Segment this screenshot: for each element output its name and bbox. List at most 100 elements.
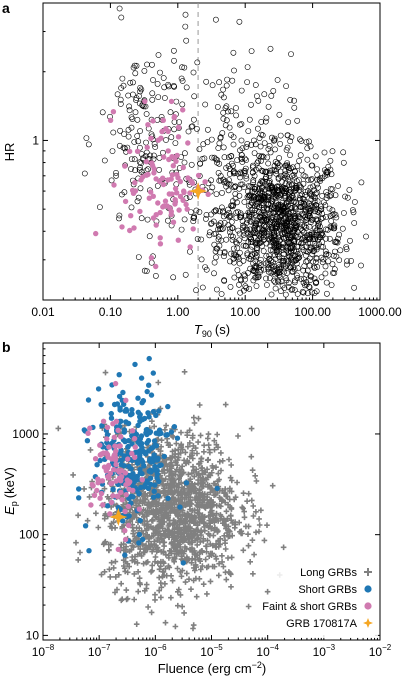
long-point [173, 440, 180, 447]
long-point [136, 580, 143, 586]
long-point [137, 497, 144, 503]
long-point [300, 172, 307, 179]
long-point [110, 519, 117, 526]
long-point [170, 491, 176, 497]
long-point [145, 166, 151, 173]
long-point [142, 153, 149, 159]
long-point [263, 168, 270, 175]
long-point [231, 67, 237, 74]
faint-point [108, 480, 114, 487]
long-point [128, 204, 135, 211]
long-point [350, 209, 357, 216]
long-point [263, 260, 269, 267]
long-point [331, 222, 338, 229]
long-point [162, 533, 169, 539]
short-point [155, 493, 161, 499]
long-point [331, 225, 338, 232]
x-label-fluence: Fluence (erg cm [158, 661, 252, 676]
long-point [316, 227, 323, 234]
long-point [211, 259, 218, 266]
long-point [300, 247, 307, 254]
long-point [125, 92, 132, 99]
long-point [285, 248, 292, 255]
long-point [271, 189, 278, 196]
panel-a: a 0.01 0.10 1.00 10.00 100.00 1000.00 1 HR T90… [2, 0, 402, 339]
long-point [151, 140, 158, 147]
long-point [131, 571, 138, 577]
long-point [299, 227, 306, 234]
long-point [128, 166, 134, 172]
short-point [181, 188, 187, 194]
long-point [221, 248, 228, 255]
long-point [197, 539, 204, 545]
long-point [269, 217, 276, 223]
long-point [158, 437, 165, 443]
long-point [148, 609, 155, 616]
x-tick-label: 100.00 [294, 305, 331, 319]
short-point [141, 463, 147, 469]
long-point [308, 176, 315, 182]
long-point [319, 259, 326, 266]
long-point [238, 137, 245, 144]
long-point [205, 442, 212, 448]
long-point [206, 232, 213, 239]
x-label-unit: (s) [215, 322, 230, 337]
long-point [240, 257, 247, 264]
long-point [241, 514, 248, 521]
long-point [225, 206, 231, 213]
short-point [195, 172, 202, 179]
long-point [177, 489, 184, 495]
short-point [163, 432, 169, 438]
long-point [251, 150, 258, 156]
long-point [272, 193, 279, 200]
long-point [193, 125, 200, 132]
long-point [250, 513, 257, 519]
long-point [245, 523, 252, 530]
long-point [254, 274, 261, 281]
long-point [247, 236, 254, 243]
long-point [126, 103, 133, 110]
long-point [203, 211, 210, 218]
long-point [263, 275, 269, 282]
long-point [149, 61, 155, 68]
long-point [213, 286, 220, 293]
short-point [152, 482, 158, 488]
long-point [190, 432, 196, 439]
long-point [243, 219, 250, 226]
long-point [296, 214, 302, 220]
long-point [257, 234, 264, 241]
long-point [186, 248, 193, 255]
long-point [274, 77, 281, 83]
long-point [143, 268, 150, 274]
long-point [287, 233, 293, 240]
short-point [138, 177, 144, 183]
short-point [154, 475, 160, 481]
long-point [335, 183, 341, 189]
long-point [319, 239, 325, 245]
long-point [281, 268, 288, 275]
long-point [150, 77, 156, 83]
long-point [143, 581, 150, 588]
short-point [165, 403, 171, 410]
long-point [205, 435, 211, 442]
long-point [228, 131, 234, 138]
long-point [209, 469, 215, 476]
long-point [150, 152, 157, 159]
long-point [178, 75, 185, 82]
long-point [311, 275, 318, 282]
x-tick-label: 10−7 [88, 643, 111, 659]
short-point [172, 197, 178, 203]
long-point [189, 470, 195, 476]
long-point [286, 210, 293, 217]
short-point [150, 408, 157, 415]
long-point [221, 154, 228, 161]
long-point [159, 521, 166, 527]
short-point [137, 208, 143, 215]
short-point [153, 263, 159, 270]
long-point [223, 508, 230, 515]
long-point [261, 91, 268, 98]
long-point [176, 586, 182, 593]
long-point [250, 266, 257, 273]
long-point [160, 568, 166, 575]
long-point [261, 222, 268, 229]
